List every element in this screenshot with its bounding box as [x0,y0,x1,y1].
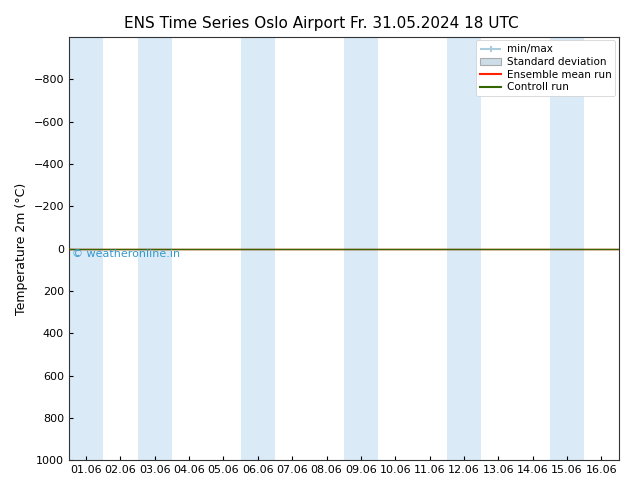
Y-axis label: Temperature 2m (°C): Temperature 2m (°C) [15,182,28,315]
Bar [69,37,103,460]
Bar [241,37,275,460]
Bar [344,37,378,460]
Legend: min/max, Standard deviation, Ensemble mean run, Controll run: min/max, Standard deviation, Ensemble me… [476,40,616,97]
Bar [138,37,172,460]
Text: ENS Time Series Oslo Airport: ENS Time Series Oslo Airport [124,16,345,31]
Text: Fr. 31.05.2024 18 UTC: Fr. 31.05.2024 18 UTC [350,16,519,31]
Text: © weatheronline.in: © weatheronline.in [72,249,180,259]
Bar [447,37,481,460]
Bar [550,37,584,460]
